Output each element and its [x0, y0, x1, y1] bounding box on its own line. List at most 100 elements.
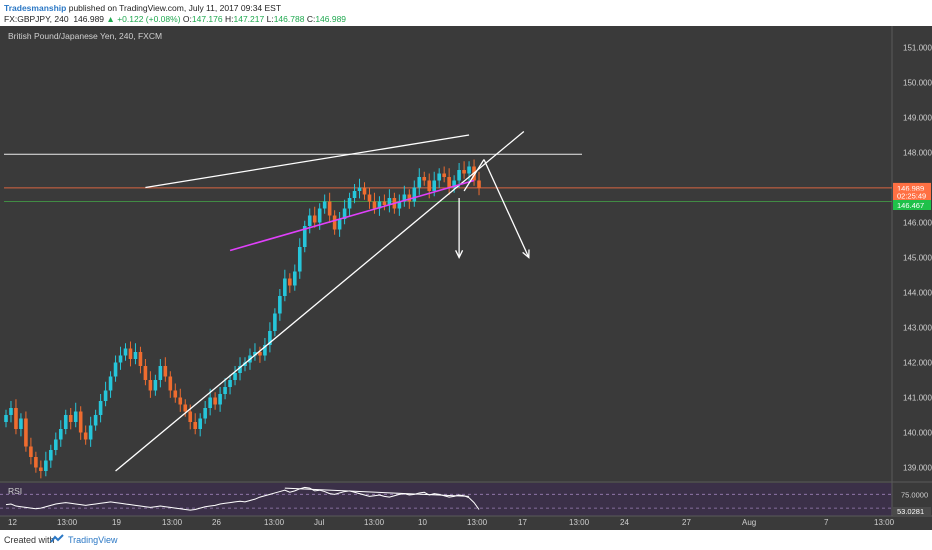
- candle-body: [477, 180, 481, 188]
- candle-body: [73, 411, 78, 422]
- candle-body: [362, 187, 367, 195]
- candle-body: [9, 408, 13, 415]
- chart-area[interactable]: British Pound/Japanese Yen, 240, FXCM RS…: [0, 26, 932, 530]
- candle-body: [258, 352, 262, 356]
- candle-body: [173, 390, 178, 398]
- rising-wedge-lower-line: [115, 131, 525, 472]
- candle-body: [397, 201, 402, 209]
- candle-body: [387, 198, 392, 205]
- time-tick-label: 7: [824, 518, 829, 527]
- candle-body: [103, 390, 108, 401]
- candle-body: [372, 201, 377, 209]
- candle-body: [447, 177, 451, 188]
- candle-body: [178, 397, 183, 405]
- candle-body: [83, 432, 88, 440]
- symbol-line: FX:GBPJPY, 240 146.989 ▲ +0.122 (+0.08%)…: [4, 14, 346, 24]
- price-pane[interactable]: [0, 26, 892, 482]
- candle-body: [422, 177, 427, 181]
- price-tick-label: 151.000: [903, 44, 932, 53]
- rsi-tick-label: 75.0000: [901, 490, 928, 499]
- candle-body: [238, 366, 242, 373]
- drawings: [115, 131, 530, 472]
- candle-body: [268, 331, 272, 345]
- time-tick-label: Aug: [742, 518, 756, 527]
- candle-body: [357, 187, 362, 191]
- price-axis[interactable]: 151.000 150.000 149.000 148.000 146.000 145.0…: [903, 44, 932, 473]
- candle-body: [337, 219, 342, 230]
- time-tick-label: 13:00: [467, 518, 488, 527]
- time-tick-label: 12: [8, 518, 17, 527]
- low-label: L:: [266, 14, 274, 24]
- price-label-bg: [893, 190, 931, 201]
- time-tick-label: 13:00: [264, 518, 285, 527]
- candle-body: [367, 194, 372, 202]
- candle-body: [98, 401, 103, 415]
- candle-body: [68, 415, 73, 422]
- tradingview-link[interactable]: TradingView: [68, 535, 118, 545]
- created-with-text: Created with: [4, 535, 55, 545]
- open-label: O:: [182, 14, 192, 24]
- price-tick-label: 144.000: [903, 289, 932, 298]
- time-tick-label: 17: [518, 518, 527, 527]
- candle-body: [427, 180, 432, 191]
- time-axis[interactable]: 12 13:00 19 13:00 26 13:00 Jul 13:00 10 13:00 17 13…: [8, 518, 895, 527]
- time-tick-label: Jul: [314, 518, 324, 527]
- candle-body: [153, 380, 158, 391]
- candle-body: [243, 362, 247, 366]
- candle-body: [412, 187, 417, 202]
- candle-body: [452, 180, 456, 188]
- price-tick-label: 141.000: [903, 394, 932, 403]
- candle-body: [78, 411, 83, 433]
- rsi-divergence-line: [284, 487, 470, 497]
- symbol-label: FX:GBPJPY, 240: [4, 14, 69, 24]
- candle-body: [63, 415, 68, 429]
- rsi-series: 75.0000 53.0281: [0, 486, 931, 516]
- candle-body: [253, 352, 257, 356]
- candle-body: [273, 313, 277, 331]
- rsi-band: [0, 483, 892, 516]
- price-tick-label: 145.000: [903, 254, 932, 263]
- candle-body: [193, 422, 198, 429]
- candle-body: [208, 397, 212, 408]
- price-label-bg: [893, 182, 931, 193]
- published-text: published on TradingView.com, July 11, 2…: [66, 3, 282, 13]
- candle-body: [118, 355, 123, 363]
- time-tick-label: 13:00: [364, 518, 385, 527]
- candle-body: [188, 411, 193, 422]
- candle-body: [263, 345, 267, 356]
- candle-body: [322, 201, 327, 209]
- price-tick-label: 140.000: [903, 429, 932, 438]
- price-tick-label: 150.000: [903, 79, 932, 88]
- rsi-pane[interactable]: [0, 483, 892, 516]
- time-tick-label: 19: [112, 518, 121, 527]
- time-tick-label: 13:00: [874, 518, 895, 527]
- time-tick-label: 13:00: [162, 518, 183, 527]
- candle-body: [34, 457, 38, 468]
- candle-body: [58, 429, 63, 440]
- candle-body: [143, 366, 148, 380]
- rising-wedge-upper-line: [145, 134, 470, 189]
- candle-body: [347, 198, 352, 209]
- candle-body: [133, 352, 138, 359]
- time-tick-label: 27: [682, 518, 691, 527]
- candle-body: [332, 215, 337, 230]
- candle-body: [467, 166, 471, 174]
- close-label: C:: [306, 14, 316, 24]
- candle-body: [138, 352, 143, 366]
- candle-body: [283, 278, 287, 296]
- candle-body: [292, 271, 297, 286]
- candle-body: [218, 394, 222, 405]
- author-link[interactable]: Tradesmanship: [4, 3, 67, 13]
- chart-title: British Pound/Japanese Yen, 240, FXCM: [8, 31, 162, 41]
- chart-header: Tradesmanship published on TradingView.c…: [0, 0, 932, 26]
- candle-body: [49, 450, 53, 461]
- arrow-down-right-head: [522, 249, 530, 259]
- candle-body: [198, 418, 202, 429]
- candle-body: [4, 415, 8, 422]
- price-tick-label: 139.000: [903, 464, 932, 473]
- price-tick-label: 146.000: [903, 219, 932, 228]
- price-label-text: 02:25:49: [897, 192, 926, 201]
- candle-body: [432, 180, 437, 191]
- price-tick-label: 143.000: [903, 324, 932, 333]
- price-plot-area: [0, 26, 892, 482]
